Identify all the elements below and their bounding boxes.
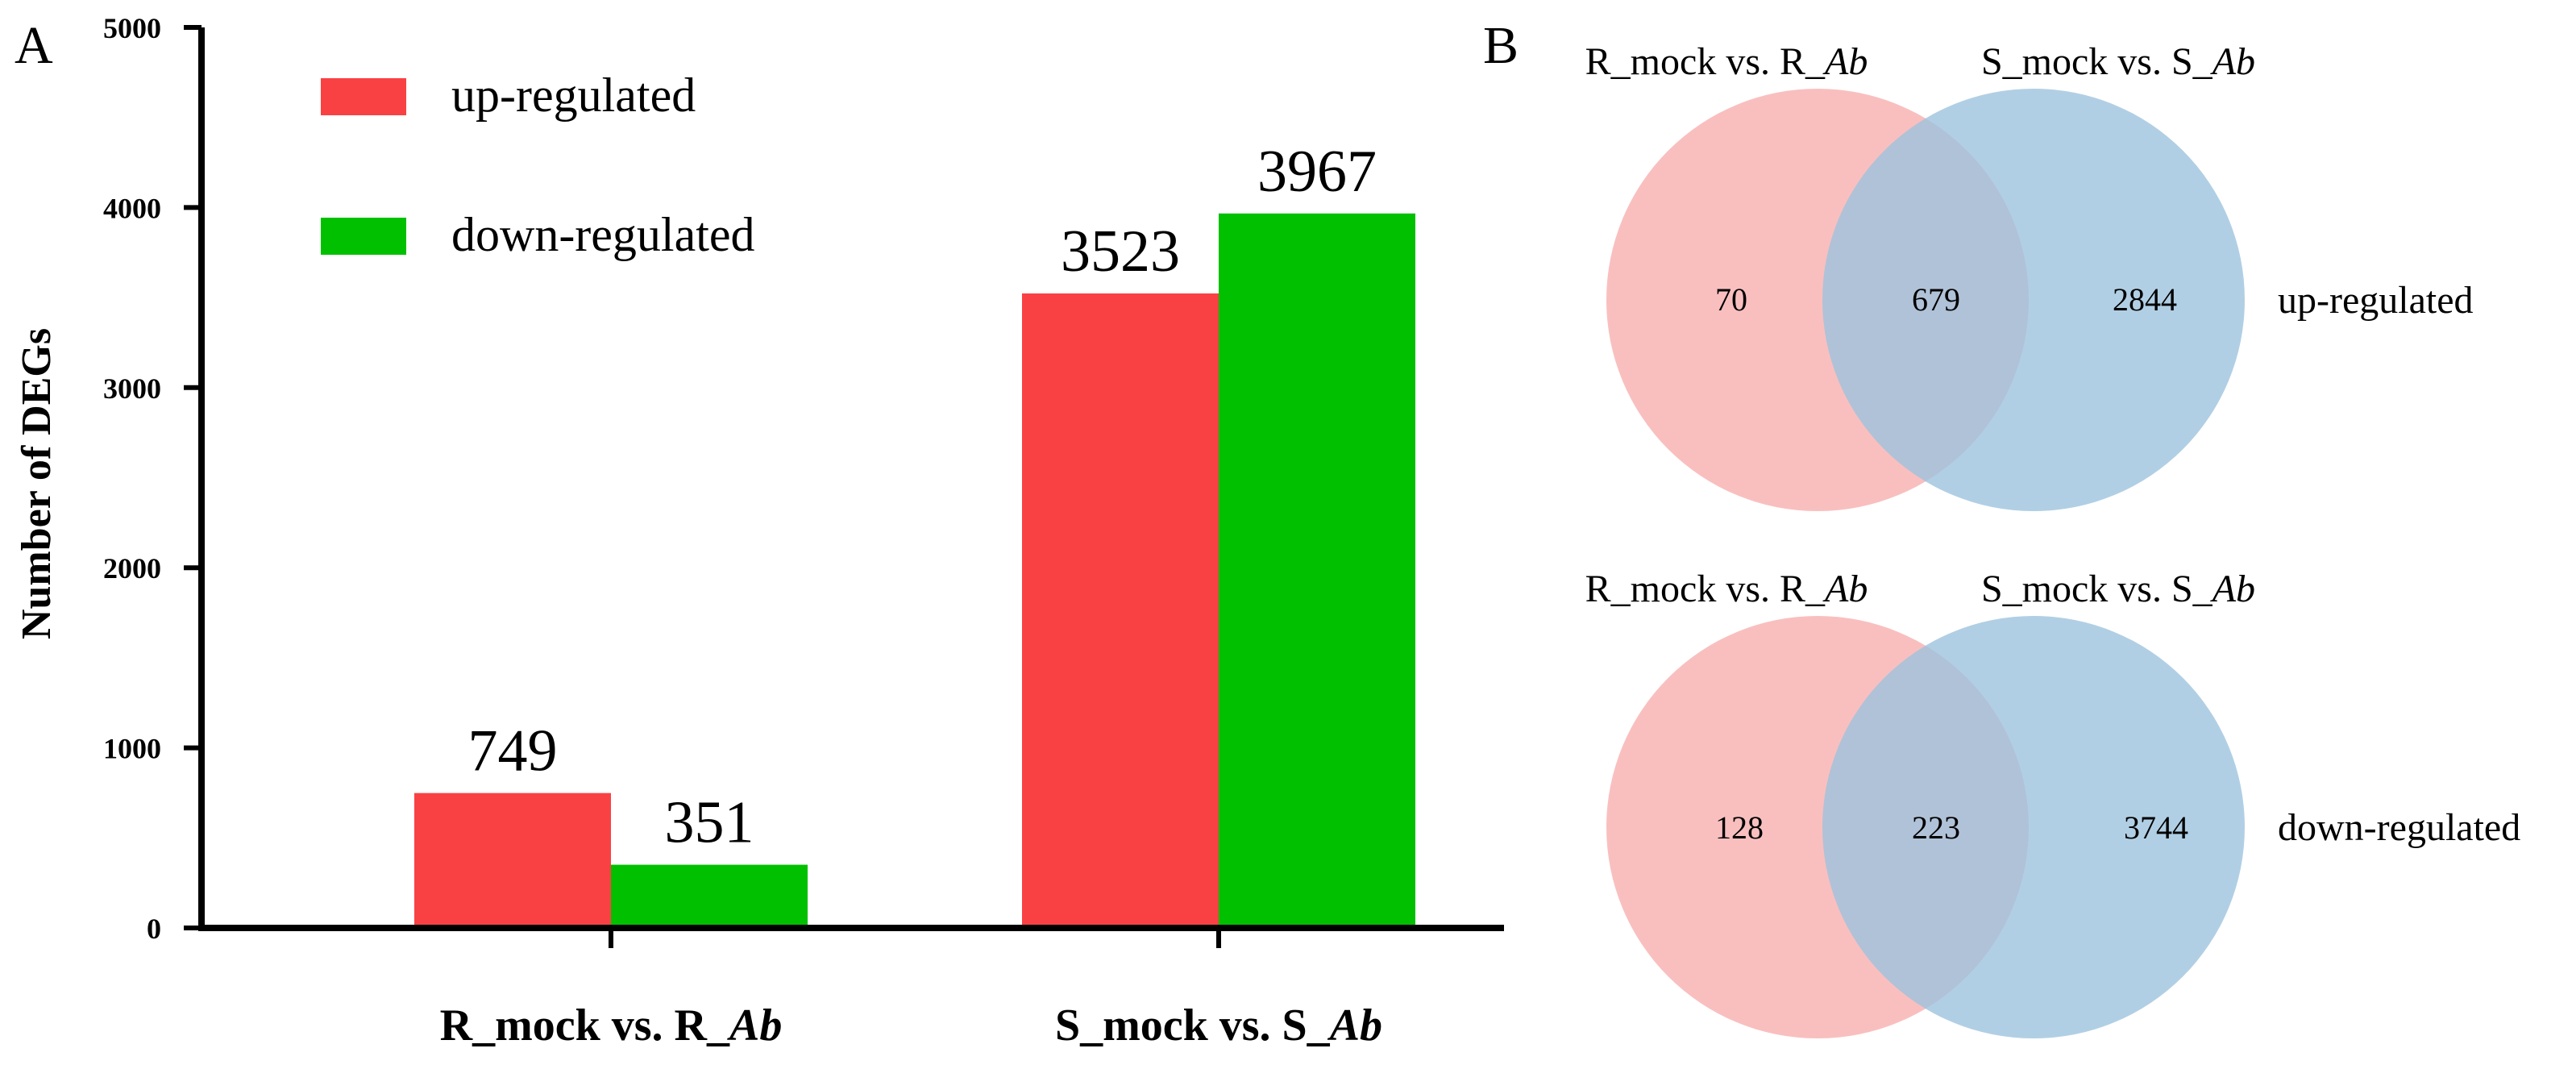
bar-down-1 (611, 864, 808, 928)
x-category-2-suffix: Ab (1327, 1001, 1382, 1050)
venn-up-set-b-title: S_mock vs. S_Ab (1981, 40, 2255, 83)
venn-up-circle-b (1822, 89, 2245, 511)
venn-down-set-b-prefix: S_mock vs. S_ (1981, 568, 2213, 610)
venn-down-set-a-suffix: Ab (1822, 568, 1868, 610)
venn-down-set-a-prefix: R_mock vs. R_ (1585, 568, 1826, 610)
venn-down-only-a: 128 (1715, 809, 1764, 846)
panel-letter-a: A (15, 16, 53, 75)
bar-up-1 (414, 793, 611, 928)
venn-up-both: 679 (1912, 281, 1960, 318)
legend-label-down: down-regulated (451, 208, 755, 261)
venn-down: R_mock vs. R_Ab S_mock vs. S_Ab 128 223 … (1585, 568, 2520, 1038)
legend-swatch-down (321, 218, 406, 255)
bar-down-2 (1219, 213, 1415, 928)
x-category-1-prefix: R_mock vs. R_ (440, 1001, 730, 1050)
x-category-label-1: R_mock vs. R_Ab (440, 1001, 783, 1050)
venn-up-label: up-regulated (2278, 279, 2474, 322)
venn-up-set-b-suffix: Ab (2210, 40, 2255, 83)
y-tick-label-0: 0 (147, 913, 161, 945)
venn-up-set-a-prefix: R_mock vs. R_ (1585, 40, 1826, 83)
bar-value-label-down-1: 351 (665, 790, 754, 856)
venn-up-only-a: 70 (1715, 281, 1747, 318)
bar-value-label-up-2: 3523 (1061, 218, 1180, 285)
y-tick-label-5: 5000 (103, 12, 161, 44)
y-tick-label-4: 4000 (103, 192, 161, 224)
venn-up-set-b-prefix: S_mock vs. S_ (1981, 40, 2213, 83)
x-category-2-prefix: S_mock vs. S_ (1055, 1001, 1331, 1050)
legend: up-regulated down-regulated (321, 69, 755, 261)
venn-down-set-b-suffix: Ab (2210, 568, 2255, 610)
venn-down-both: 223 (1912, 809, 1960, 846)
venn-up-set-a-title: R_mock vs. R_Ab (1585, 40, 1868, 83)
panel-letter-b: B (1483, 16, 1519, 75)
venn-up-only-b: 2844 (2113, 281, 2177, 318)
legend-label-up: up-regulated (451, 69, 696, 122)
bar-chart: 749 351 3523 3967 0 1000 2000 3000 4000 5000 Num… (14, 12, 1504, 1050)
venn-down-only-b: 3744 (2124, 809, 2188, 846)
y-axis-label: Number of DEGs (14, 328, 60, 639)
legend-swatch-up (321, 78, 406, 115)
venn-panel: R_mock vs. R_Ab S_mock vs. S_Ab 70 679 2… (1585, 40, 2520, 1038)
venn-down-label: down-regulated (2278, 806, 2520, 849)
venn-down-set-b-title: S_mock vs. S_Ab (1981, 568, 2255, 610)
venn-up: R_mock vs. R_Ab S_mock vs. S_Ab 70 679 2… (1585, 40, 2474, 511)
y-tick-label-3: 3000 (103, 372, 161, 405)
x-category-1-suffix: Ab (727, 1001, 782, 1050)
bar-value-label-up-1: 749 (468, 718, 558, 784)
venn-up-set-a-suffix: Ab (1822, 40, 1868, 83)
bar-up-2 (1022, 293, 1219, 928)
bar-value-label-down-2: 3967 (1257, 139, 1377, 205)
y-tick-label-1: 1000 (103, 733, 161, 765)
venn-down-circle-b (1822, 616, 2245, 1038)
venn-down-set-a-title: R_mock vs. R_Ab (1585, 568, 1868, 610)
y-tick-label-2: 2000 (103, 552, 161, 585)
x-category-label-2: S_mock vs. S_Ab (1055, 1001, 1382, 1050)
